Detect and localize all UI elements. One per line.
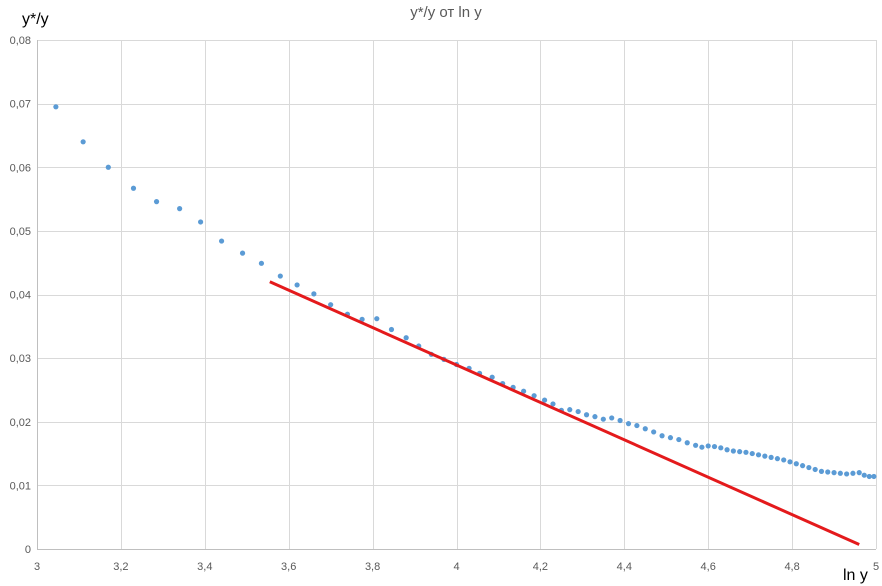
data-point — [617, 417, 623, 424]
data-point — [705, 443, 711, 449]
trend-line — [269, 280, 860, 546]
data-point — [799, 463, 806, 469]
data-point — [651, 429, 657, 435]
x-tick-label: 4,8 — [784, 561, 799, 573]
x-tick-label: 4,2 — [533, 561, 548, 573]
x-tick-label: 5 — [873, 561, 879, 573]
data-point — [730, 448, 736, 454]
x-axis-title: ln y — [843, 567, 868, 584]
x-tick-label: 3,2 — [113, 561, 128, 573]
data-point — [198, 219, 204, 225]
data-point — [105, 164, 111, 170]
series — [53, 104, 877, 546]
x-tick-label: 4,4 — [617, 561, 632, 573]
data-point — [277, 273, 283, 279]
data-point — [218, 238, 225, 244]
data-point — [768, 454, 774, 460]
data-point — [359, 316, 365, 322]
data-point — [130, 185, 137, 191]
chart-title: y*/y от ln y — [410, 4, 482, 21]
data-point — [403, 335, 409, 341]
data-point — [676, 436, 682, 443]
data-point — [489, 374, 495, 380]
data-point — [818, 468, 825, 474]
data-point — [53, 104, 59, 110]
x-tick-label: 3,8 — [365, 561, 380, 573]
y-tick-label: 0,05 — [10, 226, 31, 238]
data-point — [541, 397, 548, 403]
data-point — [861, 472, 867, 478]
data-point — [825, 469, 831, 475]
y-tick-label: 0,04 — [10, 290, 31, 302]
data-point — [856, 470, 862, 476]
data-point — [328, 302, 334, 308]
data-point — [642, 426, 648, 432]
data-point — [659, 433, 665, 439]
y-tick-label: 0,06 — [10, 162, 31, 174]
data-point — [521, 388, 527, 394]
data-point — [600, 416, 606, 422]
x-tick-label: 3,4 — [197, 561, 212, 573]
data-point — [812, 466, 818, 473]
x-tick-label: 4 — [453, 561, 459, 573]
data-point — [153, 199, 160, 205]
data-point — [294, 282, 300, 288]
data-point — [831, 470, 837, 476]
data-point — [737, 449, 743, 455]
data-point — [374, 316, 380, 322]
data-point — [684, 440, 690, 446]
y-axis-title: y*/y — [22, 11, 49, 28]
y-tick-label: 0 — [25, 544, 31, 556]
data-point — [781, 457, 787, 463]
data-point — [774, 456, 781, 462]
data-point — [806, 464, 812, 471]
data-point — [388, 326, 395, 333]
data-point — [749, 450, 755, 457]
data-point — [550, 401, 556, 407]
y-tick-label: 0,03 — [10, 353, 31, 365]
data-point — [850, 470, 856, 476]
data-point — [667, 435, 674, 441]
data-point — [311, 291, 317, 297]
data-point — [718, 445, 724, 451]
grid-lines — [37, 40, 877, 549]
data-point — [693, 442, 699, 448]
data-point — [724, 447, 730, 453]
data-point — [80, 139, 86, 145]
data-point — [583, 412, 590, 418]
data-point — [699, 444, 705, 450]
data-point — [531, 393, 537, 399]
axes — [37, 40, 876, 550]
x-tick-label: 4,6 — [701, 561, 716, 573]
data-point — [177, 206, 183, 212]
data-point — [634, 422, 640, 429]
x-tick-label: 3 — [34, 561, 40, 573]
data-point — [625, 421, 632, 427]
y-tick-label: 0,08 — [10, 35, 31, 47]
data-point — [866, 473, 872, 480]
data-point — [762, 453, 768, 459]
data-point — [793, 461, 799, 467]
y-tick-label: 0,07 — [10, 99, 31, 111]
data-point — [567, 407, 573, 413]
data-point — [743, 449, 749, 455]
tick-labels: 3 3,2 3,4 3,6 3,8 4 4,2 4,4 4,6 4,8 5 0 0,01 0,02 0,03… — [10, 35, 879, 573]
data-point — [871, 473, 877, 480]
x-tick-label: 3,6 — [281, 561, 296, 573]
data-point — [837, 470, 843, 476]
y-tick-label: 0,02 — [10, 417, 31, 429]
data-point — [711, 443, 718, 450]
data-point — [609, 415, 615, 421]
data-point — [592, 414, 598, 420]
data-point — [755, 452, 762, 458]
data-point — [787, 459, 793, 465]
y-tick-label: 0,01 — [10, 480, 31, 492]
data-point — [575, 408, 581, 415]
data-point — [844, 471, 850, 477]
data-point — [258, 260, 265, 266]
data-point — [239, 250, 246, 256]
